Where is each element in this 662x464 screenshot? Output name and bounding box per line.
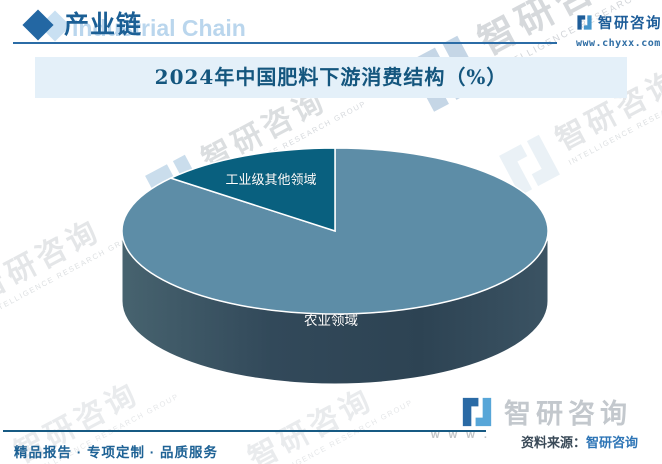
section-title: 产业链: [64, 11, 143, 39]
data-source-label: 资料来源：: [521, 435, 587, 450]
data-source: 资料来源：智研咨询: [521, 432, 638, 451]
header-divider-line: [13, 42, 557, 44]
watermark-www-fragment: w w w .: [431, 429, 490, 441]
footer-divider-line: [3, 430, 486, 432]
brand-name: 智研咨询: [598, 16, 662, 32]
pie-top-slices: [121, 147, 549, 315]
brand-bottom-right: 智研咨询: [460, 392, 632, 431]
zhiyan-logo-icon: [462, 397, 492, 426]
pie-slice-工业级其他领域: [168, 147, 336, 233]
brand-name-large: 智研咨询: [504, 399, 632, 429]
zhiyan-logo-icon: [577, 15, 592, 30]
brand-header: 智研咨询 www.chyxx.com: [576, 12, 662, 49]
header-watermark-english: Industrial Chain: [72, 15, 246, 41]
brand-website-link[interactable]: www.chyxx.com: [576, 38, 661, 49]
pie-label-agriculture: 农业领域: [304, 313, 358, 328]
chart-title: 2024年中国肥料下游消费结构（%）: [35, 57, 627, 98]
pie-label-industrial: 工业级其他领域: [225, 172, 317, 187]
data-source-value: 智研咨询: [586, 435, 639, 450]
footer-slogan: 精品报告 · 专项定制 · 品质服务: [14, 445, 218, 460]
